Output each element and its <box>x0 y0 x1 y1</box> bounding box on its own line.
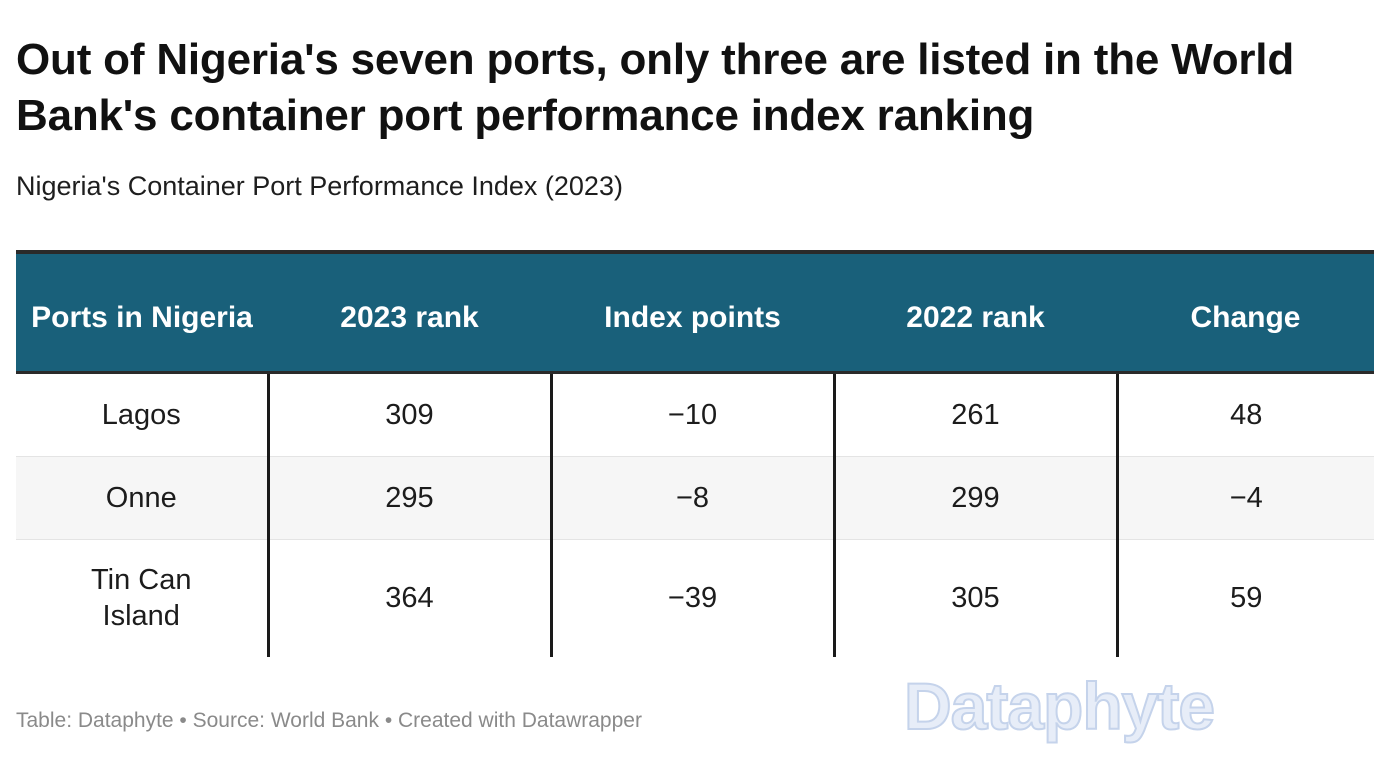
table-cell: Tin Can Island <box>91 564 192 633</box>
table-header-row: Ports in Nigeria 2023 rank Index points … <box>16 250 1374 374</box>
source-footer: Table: Dataphyte • Source: World Bank • … <box>16 709 642 732</box>
table-cell: −8 <box>549 455 834 540</box>
table-cell: Lagos <box>101 398 181 431</box>
table-cell: 261 <box>832 372 1117 456</box>
column-header[interactable]: Ports in Nigeria <box>16 250 268 374</box>
chart-title: Out of Nigeria's seven ports, only three… <box>16 35 1295 140</box>
dataphyte-logo: Dataphyte <box>903 668 1216 744</box>
column-header[interactable]: 2022 rank <box>834 250 1117 374</box>
table-cell: 48 <box>1115 372 1374 456</box>
table-cell: 295 <box>266 455 551 540</box>
table-row: Onne 295 −8 299 −4 <box>16 455 1374 540</box>
column-header[interactable]: Index points <box>551 250 834 374</box>
table-row: Lagos 309 −10 261 48 <box>16 372 1374 456</box>
table-cell: 309 <box>266 372 551 456</box>
column-header[interactable]: 2023 rank <box>268 250 551 374</box>
table-cell: −10 <box>549 372 834 456</box>
table-cell: Onne <box>16 455 268 540</box>
table-cell: 305 <box>832 539 1117 657</box>
table-cell: 59 <box>1115 539 1374 657</box>
column-header[interactable]: Change <box>1117 250 1374 374</box>
table-cell: −39 <box>549 539 834 657</box>
data-table: Ports in Nigeria 2023 rank Index points … <box>16 250 1374 657</box>
table-cell: 364 <box>266 539 551 657</box>
table-cell: −4 <box>1115 455 1374 540</box>
chart-subtitle: Nigeria's Container Port Performance Ind… <box>16 171 623 201</box>
data-table-container: Ports in Nigeria 2023 rank Index points … <box>16 250 1374 657</box>
table-cell: 299 <box>832 455 1117 540</box>
table-row: Tin Can Island 364 −39 305 59 <box>16 539 1374 657</box>
